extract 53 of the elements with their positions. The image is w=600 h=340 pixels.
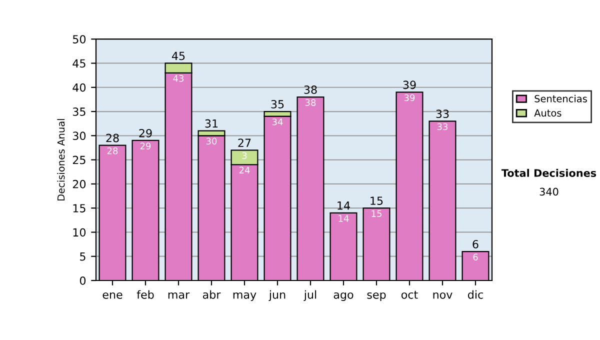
- data-label: 24: [239, 166, 250, 174]
- text: 340: [540, 188, 558, 196]
- x-tick-label: ene: [102, 292, 122, 299]
- x-tick-label: feb: [136, 290, 154, 299]
- y-tick-label: 25: [72, 156, 86, 164]
- x-tick-label: may: [233, 292, 256, 301]
- y-axis-title: Decisiones Anual: [57, 119, 65, 200]
- data-label: 6: [473, 254, 478, 260]
- data-label: 33: [437, 123, 448, 130]
- y-tick-label: 10: [73, 228, 86, 237]
- data-label: 30: [206, 138, 217, 145]
- total-label: 38: [304, 86, 317, 94]
- data-label: 38: [305, 99, 316, 106]
- y-tick-label: 15: [73, 204, 86, 212]
- legend-label: Autos: [534, 109, 562, 117]
- x-tick-label: oct: [401, 290, 418, 299]
- total-label: 35: [271, 100, 284, 108]
- data-label: 39: [404, 94, 415, 102]
- x-tick-label: jul: [304, 290, 316, 301]
- x-tick-label: dic: [468, 290, 483, 299]
- y-tick-label: 35: [72, 107, 86, 116]
- total-label: 14: [338, 202, 350, 210]
- x-tick-label: jun: [268, 290, 286, 301]
- data-label: 28: [107, 147, 118, 154]
- y-tick-label: 20: [72, 180, 86, 188]
- total-label: 45: [172, 52, 185, 60]
- y-tick-label: 30: [72, 132, 86, 140]
- total-label: 28: [106, 134, 119, 142]
- legend-label: Sentencias: [534, 94, 587, 102]
- data-label: 34: [272, 118, 283, 126]
- data-label: 15: [372, 210, 382, 217]
- total-label: 39: [403, 80, 416, 90]
- total-label: 31: [205, 119, 218, 128]
- x-tick-label: abr: [202, 290, 221, 299]
- total-label: 33: [436, 110, 449, 118]
- y-tick-label: 45: [72, 59, 86, 68]
- total-label: 27: [238, 138, 251, 147]
- text: Total Decisiones: [501, 168, 596, 177]
- x-tick-label: ago: [334, 292, 354, 301]
- y-tick-label: 0: [80, 276, 86, 285]
- data-label: 43: [173, 74, 184, 82]
- y-tick-label: 5: [80, 252, 86, 261]
- x-tick-label: nov: [433, 292, 452, 299]
- data-label: 3: [242, 152, 247, 160]
- y-tick-label: 50: [72, 35, 86, 44]
- data-label: 29: [140, 142, 151, 150]
- x-tick-label: mar: [168, 292, 190, 299]
- total-label: 15: [370, 196, 383, 205]
- data-label: 14: [338, 215, 349, 222]
- y-tick-label: 40: [72, 83, 86, 92]
- total-label: 6: [472, 240, 478, 248]
- x-tick-label: sep: [367, 292, 386, 301]
- total-label: 29: [139, 128, 152, 138]
